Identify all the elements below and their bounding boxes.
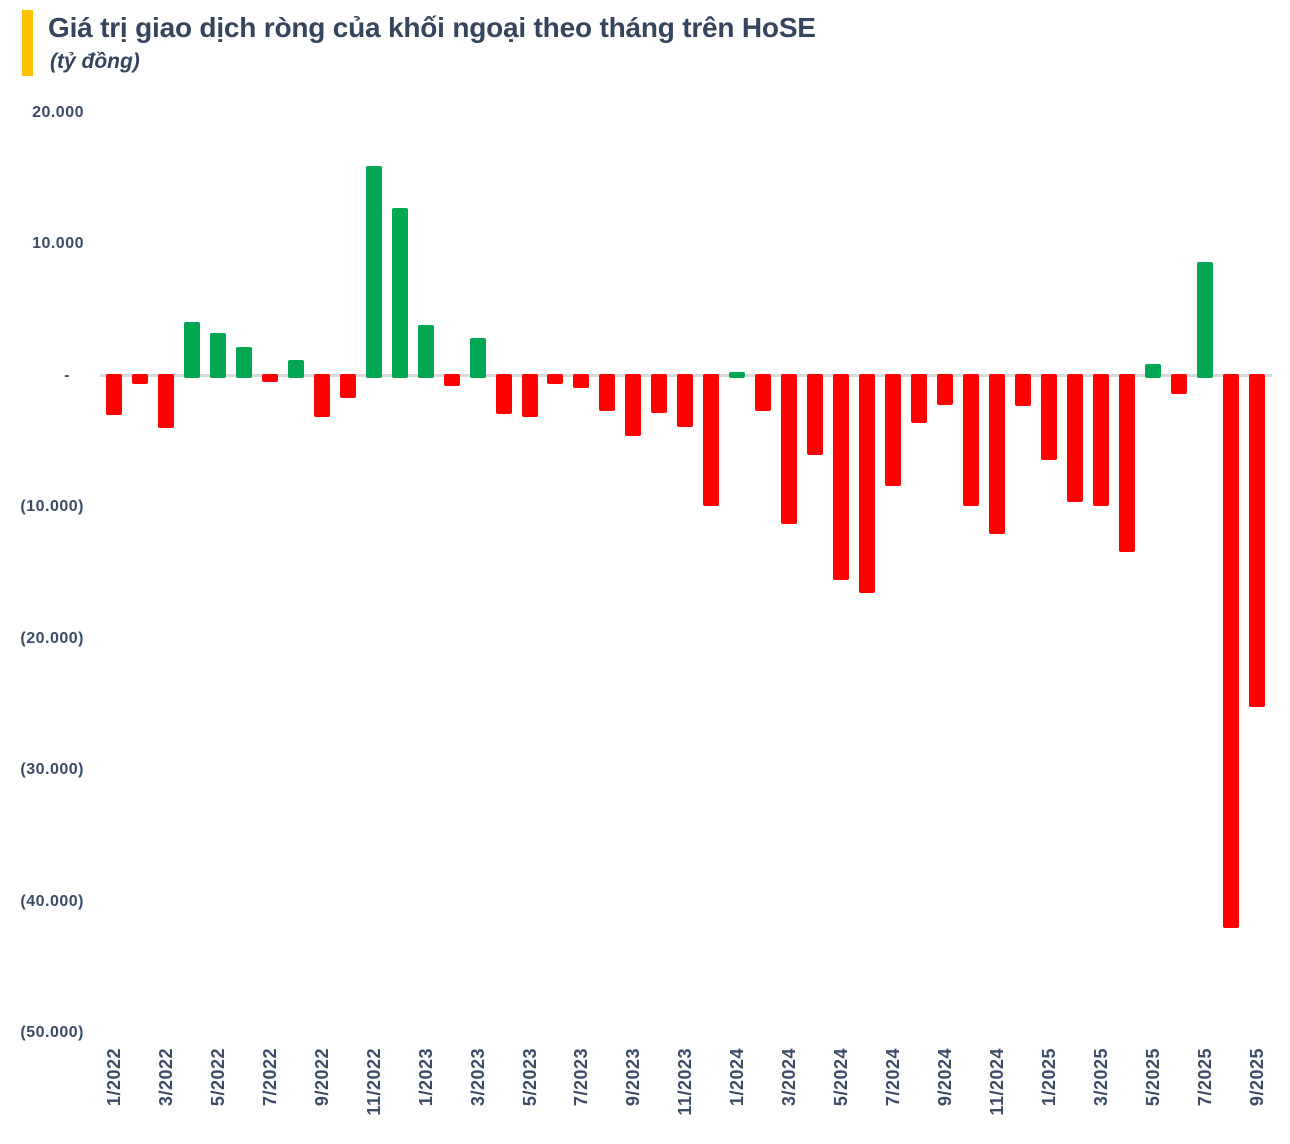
- bar-1-2022: [106, 373, 122, 416]
- y-tick-label: (40.000): [20, 892, 84, 910]
- x-tick-label: 9/2022: [311, 1048, 332, 1107]
- bar-3-2022: [157, 373, 174, 429]
- y-tick-label: (20.000): [20, 629, 84, 647]
- bar-3-2024: [781, 373, 798, 525]
- bar-10-2023: [651, 373, 668, 413]
- title-accent-bar: [22, 10, 33, 76]
- x-tick-label: 1/2025: [1038, 1048, 1059, 1107]
- bar-7-2023: [573, 373, 590, 388]
- bar-2-2023: [443, 373, 460, 387]
- y-tick-label: (50.000): [20, 1024, 84, 1041]
- x-tick-label: 11/2022: [363, 1048, 384, 1116]
- bar-5-2022: [209, 333, 226, 378]
- y-tick-label: 10.000: [32, 235, 84, 253]
- bar-6-2023: [547, 373, 564, 384]
- bar-5-2025: [1144, 364, 1161, 378]
- bar-6-2022: [235, 346, 252, 378]
- bar-12-2024: [1014, 373, 1031, 407]
- x-tick-label: 7/2023: [571, 1048, 592, 1107]
- x-tick-label: 7/2022: [259, 1048, 280, 1107]
- bar-4-2022: [183, 321, 200, 378]
- bar-12-2022: [391, 207, 408, 378]
- x-tick-label: 3/2025: [1090, 1048, 1111, 1107]
- x-tick-label: 5/2022: [207, 1048, 228, 1107]
- x-tick-label: 11/2023: [675, 1048, 696, 1116]
- bar-11-2023: [677, 373, 694, 428]
- bar-5-2023: [521, 373, 538, 417]
- bar-7-2025: [1196, 261, 1213, 378]
- y-tick-label: -: [64, 366, 70, 384]
- bar-2-2025: [1066, 373, 1083, 503]
- chart-title: Giá trị giao dịch ròng của khối ngoại th…: [48, 12, 816, 43]
- x-tick-label: 3/2022: [155, 1048, 176, 1107]
- x-tick-label: 11/2024: [986, 1048, 1007, 1116]
- bar-4-2024: [807, 373, 824, 455]
- x-tick-label: 7/2025: [1194, 1048, 1215, 1107]
- bar-10-2022: [339, 373, 356, 399]
- bar-4-2023: [495, 373, 512, 414]
- x-tick-label: 5/2023: [519, 1048, 540, 1107]
- bar-12-2023: [703, 373, 720, 506]
- x-tick-label: 1/2022: [104, 1048, 124, 1107]
- x-tick-label: 1/2023: [415, 1048, 436, 1107]
- bar-1-2024: [729, 371, 746, 378]
- bar-8-2024: [911, 373, 928, 424]
- bar-10-2024: [963, 373, 979, 506]
- bar-1-2025: [1040, 373, 1057, 460]
- x-tick-label: 3/2024: [779, 1048, 800, 1107]
- bar-7-2022: [261, 373, 278, 383]
- y-tick-label: (10.000): [20, 498, 84, 516]
- bar-9-2022: [313, 373, 330, 417]
- x-tick-label: 1/2024: [727, 1048, 748, 1107]
- y-tick-label: (30.000): [20, 761, 84, 779]
- bar-5-2024: [833, 373, 850, 580]
- bar-6-2024: [859, 373, 876, 593]
- bar-2-2024: [755, 373, 772, 412]
- bar-8-2022: [287, 360, 304, 378]
- bar-11-2024: [988, 373, 1005, 534]
- x-tick-label: 7/2024: [883, 1048, 904, 1107]
- bar-4-2025: [1118, 373, 1135, 552]
- bar-7-2024: [885, 373, 902, 487]
- bar-3-2025: [1092, 373, 1109, 506]
- chart-unit-subtitle: (tỷ đồng): [50, 50, 140, 73]
- bar-6-2025: [1170, 373, 1187, 395]
- bar-9-2023: [625, 373, 642, 437]
- y-tick-label: 20.000: [32, 104, 84, 121]
- bar-3-2023: [469, 337, 486, 378]
- x-tick-label: 9/2023: [623, 1048, 644, 1107]
- bar-8-2025: [1222, 373, 1239, 928]
- bar-2-2022: [131, 373, 148, 384]
- x-tick-label: 5/2024: [831, 1048, 852, 1107]
- bar-11-2022: [365, 165, 382, 378]
- x-tick-label: 5/2025: [1142, 1048, 1163, 1107]
- bar-1-2023: [417, 324, 434, 378]
- bar-9-2025: [1248, 373, 1265, 708]
- x-tick-label: 9/2024: [935, 1048, 956, 1107]
- x-tick-label: 3/2023: [467, 1048, 488, 1107]
- bar-8-2023: [599, 373, 616, 412]
- bar-9-2024: [937, 373, 954, 405]
- x-tick-label: 9/2025: [1246, 1048, 1267, 1107]
